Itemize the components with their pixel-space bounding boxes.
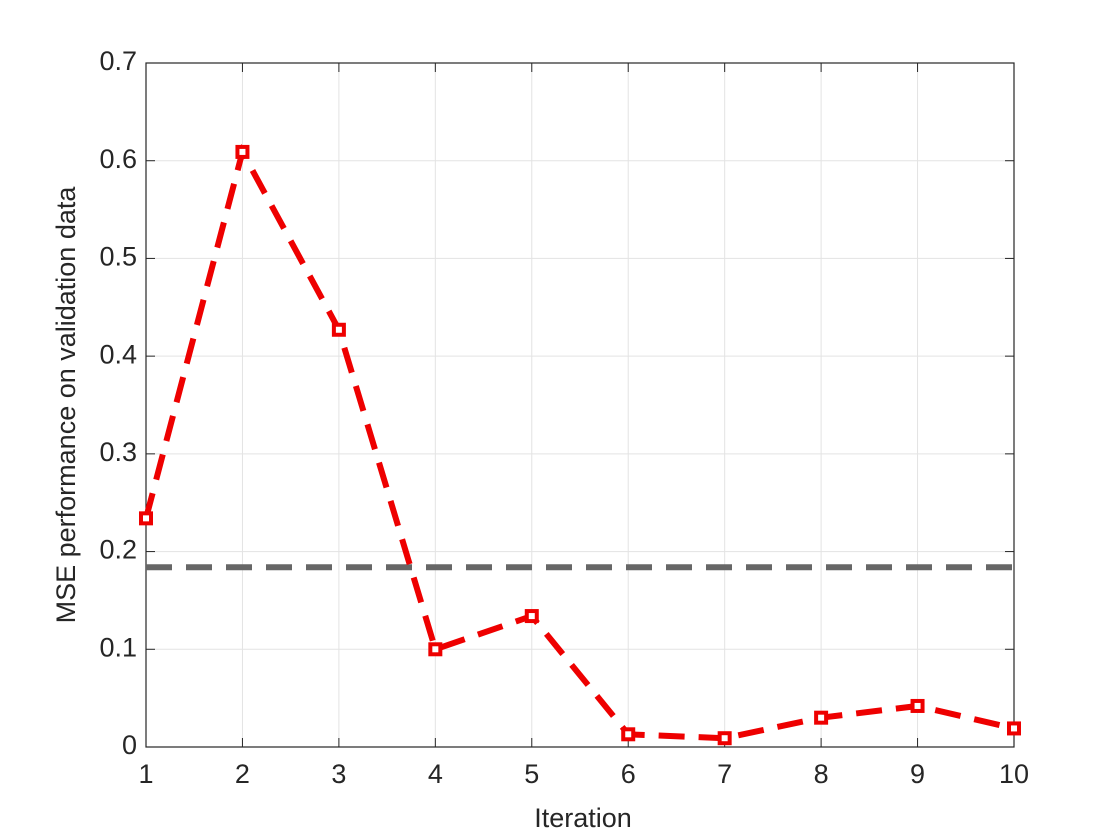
data-marker [1007,721,1021,736]
data-marker [331,322,346,337]
data-marker [139,511,153,526]
axes-box [145,62,1015,748]
x-tick-label: 9 [910,759,925,789]
data-line [143,143,1015,742]
x-tick-label: 4 [428,759,443,789]
x-tick-label: 6 [621,759,636,789]
x-tick-label: 1 [138,759,153,789]
x-tick-label: 8 [814,759,829,789]
x-axis-label: Iteration [534,803,632,833]
data-marker [524,609,539,624]
data-marker [910,698,925,713]
plot-area [146,63,1014,747]
y-tick-label: 0.7 [99,46,137,76]
data-marker [235,144,250,159]
x-tick-label: 10 [999,759,1029,789]
y-tick-label: 0.6 [99,144,137,174]
y-tick-label: 0 [122,730,137,760]
y-axis-label: MSE performance on validation data [51,186,81,624]
x-tick-label: 3 [331,759,346,789]
y-tick-label: 0.3 [99,437,137,467]
y-tick-label: 0.5 [99,242,137,272]
data-marker [621,727,636,742]
x-tick-label: 7 [717,759,732,789]
data-marker [814,710,829,725]
y-tick-label: 0.1 [99,632,137,662]
y-tick-label: 0.4 [99,339,137,369]
data-marker [428,642,443,657]
y-tick-label: 0.2 [99,535,137,565]
data-marker [717,731,732,746]
x-tick-label: 2 [235,759,250,789]
x-tick-label: 5 [524,759,539,789]
